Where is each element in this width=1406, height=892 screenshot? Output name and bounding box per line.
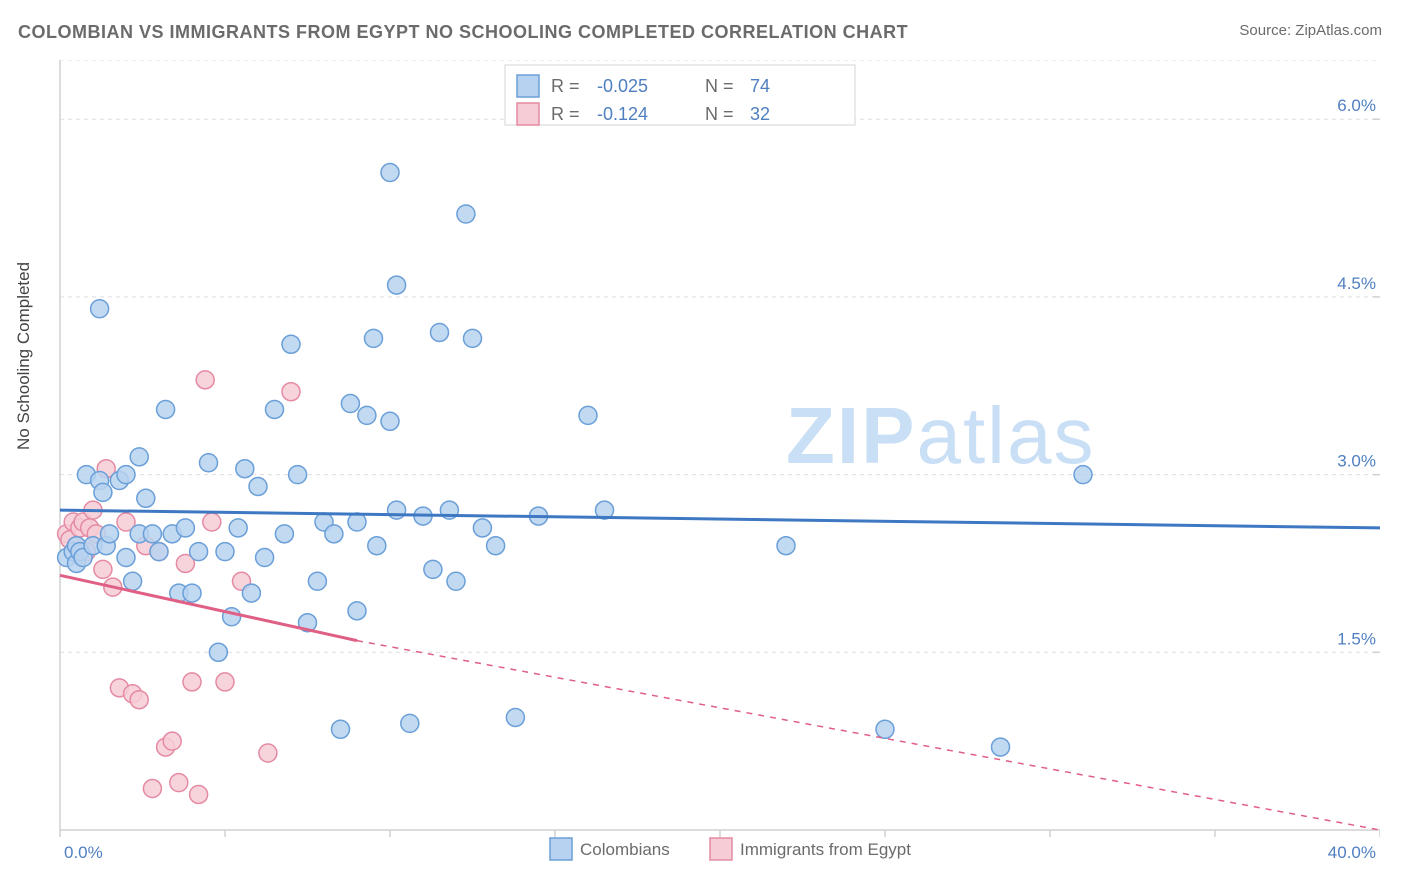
y-tick-label: 3.0% <box>1337 452 1376 471</box>
chart-title: COLOMBIAN VS IMMIGRANTS FROM EGYPT NO SC… <box>18 22 908 43</box>
data-point <box>431 323 449 341</box>
data-point <box>341 395 359 413</box>
data-point <box>130 691 148 709</box>
data-point <box>876 720 894 738</box>
data-point <box>289 466 307 484</box>
y-tick-label: 6.0% <box>1337 96 1376 115</box>
data-point <box>216 543 234 561</box>
data-point <box>190 543 208 561</box>
data-point <box>368 537 386 555</box>
data-point <box>94 560 112 578</box>
data-point <box>473 519 491 537</box>
data-point <box>130 448 148 466</box>
data-point <box>381 164 399 182</box>
data-point <box>308 572 326 590</box>
y-tick-label: 1.5% <box>1337 629 1376 648</box>
data-point <box>332 720 350 738</box>
data-point <box>229 519 247 537</box>
legend-r-value: -0.025 <box>597 76 648 96</box>
trend-line <box>60 510 1380 528</box>
y-tick-label: 4.5% <box>1337 274 1376 293</box>
data-point <box>348 602 366 620</box>
data-point <box>447 572 465 590</box>
legend-n-label: N = <box>705 104 734 124</box>
source-label: Source: <box>1239 22 1295 39</box>
x-tick-label: 40.0% <box>1328 843 1376 862</box>
data-point <box>216 673 234 691</box>
data-point <box>124 572 142 590</box>
legend-n-value: 74 <box>750 76 770 96</box>
legend-n-value: 32 <box>750 104 770 124</box>
data-point <box>777 537 795 555</box>
legend-swatch <box>710 838 732 860</box>
legend-swatch <box>550 838 572 860</box>
data-point <box>579 406 597 424</box>
data-point <box>282 335 300 353</box>
legend-n-label: N = <box>705 76 734 96</box>
data-point <box>157 400 175 418</box>
data-point <box>190 785 208 803</box>
data-point <box>487 537 505 555</box>
data-point <box>117 466 135 484</box>
data-point <box>249 477 267 495</box>
data-point <box>388 276 406 294</box>
data-point <box>506 708 524 726</box>
data-point <box>137 489 155 507</box>
data-point <box>91 300 109 318</box>
data-point <box>170 774 188 792</box>
data-point <box>163 732 181 750</box>
data-point <box>117 549 135 567</box>
data-point <box>150 543 168 561</box>
data-point <box>275 525 293 543</box>
data-point <box>358 406 376 424</box>
data-point <box>236 460 254 478</box>
data-point <box>242 584 260 602</box>
data-point <box>209 643 227 661</box>
data-point <box>200 454 218 472</box>
data-point <box>424 560 442 578</box>
data-point <box>183 673 201 691</box>
data-point <box>196 371 214 389</box>
legend-r-label: R = <box>551 76 580 96</box>
data-point <box>259 744 277 762</box>
data-point <box>388 501 406 519</box>
chart-container: COLOMBIAN VS IMMIGRANTS FROM EGYPT NO SC… <box>0 0 1406 892</box>
data-point <box>256 549 274 567</box>
data-point <box>381 412 399 430</box>
data-point <box>457 205 475 223</box>
data-point <box>266 400 284 418</box>
source-value: ZipAtlas.com <box>1295 22 1382 39</box>
data-point <box>183 584 201 602</box>
trend-line-dashed <box>357 641 1380 830</box>
legend-r-label: R = <box>551 104 580 124</box>
scatter-chart: 0.0%40.0%1.5%3.0%4.5%6.0%ZIPatlasR = -0.… <box>50 60 1380 850</box>
data-point <box>992 738 1010 756</box>
y-axis-label: No Schooling Completed <box>14 262 34 450</box>
legend-label: Colombians <box>580 840 670 859</box>
legend-r-value: -0.124 <box>597 104 648 124</box>
legend-swatch <box>517 75 539 97</box>
data-point <box>94 483 112 501</box>
data-point <box>464 329 482 347</box>
data-point <box>176 519 194 537</box>
chart-svg: 0.0% 40.0% 1.5% 3.0% 4.5% 6.0% ZIPatlas R = -0.… <box>50 60 1380 880</box>
data-point <box>325 525 343 543</box>
legend-swatch <box>517 103 539 125</box>
data-point <box>401 714 419 732</box>
watermark: ZIPatlas <box>786 391 1095 480</box>
data-point <box>203 513 221 531</box>
data-point <box>143 780 161 798</box>
data-point <box>101 525 119 543</box>
x-tick-label: 0.0% <box>64 843 103 862</box>
legend-label: Immigrants from Egypt <box>740 840 911 859</box>
data-point <box>365 329 383 347</box>
data-point <box>143 525 161 543</box>
data-point <box>282 383 300 401</box>
source-attribution: Source: ZipAtlas.com <box>1239 22 1382 39</box>
data-point <box>1074 466 1092 484</box>
